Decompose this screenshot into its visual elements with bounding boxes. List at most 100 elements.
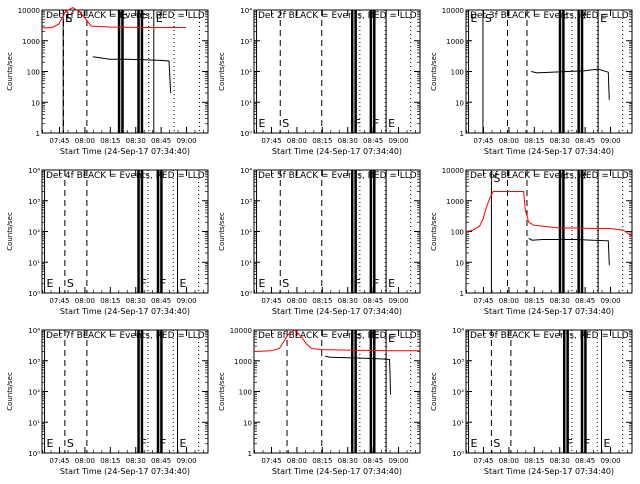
y-tick-label: 10¹ <box>452 419 464 427</box>
x-axis-label: Start Time (24-Sep-17 07:34:40) <box>272 467 402 476</box>
y-tick-label: 10¹ <box>28 259 40 267</box>
y-tick-label: 10¹ <box>240 99 252 107</box>
panel-title: Det 8f BLACK = Events, RED = LLD <box>258 331 417 341</box>
x-tick-label: 08:30 <box>550 297 570 305</box>
x-tick-label: 08:15 <box>312 457 332 465</box>
y-axis-label: Counts/sec <box>430 52 438 91</box>
marker-label: E <box>47 437 54 450</box>
x-tick-label: 08:45 <box>151 457 171 465</box>
y-tick-label: 10² <box>240 229 252 237</box>
marker-label: F <box>141 437 147 450</box>
lld-series-line <box>41 7 186 29</box>
x-tick-label: 09:00 <box>600 457 620 465</box>
y-tick-label: 10⁴ <box>240 7 252 15</box>
x-tick-label: 09:00 <box>176 137 196 145</box>
events-series-line <box>531 68 610 100</box>
marker-label: F <box>581 12 587 25</box>
marker-label: E <box>600 12 607 25</box>
marker-label: E <box>388 332 395 345</box>
y-tick-label: 10 <box>31 99 40 107</box>
y-tick-label: 100 <box>451 229 464 237</box>
marker-label: S <box>493 172 500 185</box>
panel-title: Det 4f BLACK = Events, RED = LLD <box>46 171 205 181</box>
marker-label: E <box>388 277 395 290</box>
y-axis-label: Counts/sec <box>218 212 226 251</box>
x-tick-label: 08:45 <box>575 297 595 305</box>
x-tick-label: 08:00 <box>499 457 519 465</box>
y-axis-label: Counts/sec <box>218 372 226 411</box>
marker-label: E <box>604 437 611 450</box>
panel-det-9: Det 9f BLACK = Events, RED = LLD 10⁰ 10¹ 10… <box>430 327 633 476</box>
y-tick-label: 1000 <box>234 358 252 366</box>
y-tick-label: 10⁰ <box>28 290 40 298</box>
y-tick-label: 10³ <box>240 198 252 206</box>
marker-label: S <box>485 12 492 25</box>
x-tick-label: 07:45 <box>473 297 493 305</box>
events-series-line <box>325 355 391 395</box>
y-axis-label: Counts/sec <box>218 52 226 91</box>
x-tick-label: 09:00 <box>600 137 620 145</box>
marker-label: F <box>373 277 379 290</box>
y-tick-label: 10 <box>455 99 464 107</box>
y-tick-label: 10000 <box>230 327 252 335</box>
x-tick-label: 09:00 <box>176 457 196 465</box>
x-tick-label: 08:00 <box>287 457 307 465</box>
y-tick-label: 10000 <box>18 7 40 15</box>
lld-series-line <box>465 191 633 237</box>
y-tick-label: 10⁴ <box>28 167 40 175</box>
y-tick-label: 10² <box>452 389 464 397</box>
x-tick-label: 08:15 <box>100 457 120 465</box>
panel-title: Det 1f BLACK = Events, RED = LLD <box>46 11 205 21</box>
y-tick-label: 10³ <box>240 38 252 46</box>
x-tick-label: 08:00 <box>499 297 519 305</box>
x-tick-label: 09:00 <box>600 297 620 305</box>
y-tick-label: 10⁰ <box>452 450 464 458</box>
y-tick-label: 10 <box>455 259 464 267</box>
y-tick-label: 10³ <box>28 198 40 206</box>
y-tick-label: 10000 <box>442 167 464 175</box>
x-tick-label: 07:45 <box>473 457 493 465</box>
panel-title: Det 2f BLACK = Events, RED = LLD <box>258 11 417 21</box>
x-tick-label: 08:00 <box>75 137 95 145</box>
x-tick-label: 08:30 <box>550 137 570 145</box>
x-tick-label: 07:45 <box>261 297 281 305</box>
marker-label: F <box>373 332 379 345</box>
marker-label: F <box>354 277 360 290</box>
marker-label: F <box>562 12 568 25</box>
panel-title: Det 9f BLACK = Events, RED = LLD <box>470 331 629 341</box>
panel-det-6: Det 6f BLACK = Events, RED = LLD 1 10 100 10… <box>430 167 633 316</box>
marker-label: F <box>121 12 127 25</box>
x-axis-label: Start Time (24-Sep-17 07:34:40) <box>60 467 190 476</box>
x-tick-label: 07:45 <box>49 297 69 305</box>
y-tick-label: 100 <box>27 69 40 77</box>
x-tick-label: 08:45 <box>363 457 383 465</box>
panel-det-5: Det 5f BLACK = Events, RED = LLD 10⁰ 10¹ 10… <box>218 167 421 316</box>
panel-det-4: Det 4f BLACK = Events, RED = LLD 10⁰ 10¹ 10… <box>6 167 209 316</box>
y-tick-label: 10⁴ <box>452 327 464 335</box>
x-tick-label: 08:00 <box>75 297 95 305</box>
marker-label: F <box>373 117 379 130</box>
panel-det-2: Det 2f BLACK = Events, RED = LLD 10⁰ 10¹ 10… <box>218 7 421 156</box>
x-tick-label: 09:00 <box>388 457 408 465</box>
y-tick-label: 1000 <box>22 38 40 46</box>
y-tick-label: 1000 <box>446 198 464 206</box>
panel-det-8: Det 8f BLACK = Events, RED = LLD 1 10 100 10… <box>218 327 421 476</box>
panel-title: Det 3f BLACK = Events, RED = LLD <box>470 11 629 21</box>
y-axis-label: Counts/sec <box>6 372 14 411</box>
x-tick-label: 08:00 <box>287 297 307 305</box>
x-tick-label: 07:45 <box>473 137 493 145</box>
marker-label: F <box>141 277 147 290</box>
x-tick-label: 09:00 <box>176 297 196 305</box>
y-axis-label: Counts/sec <box>430 372 438 411</box>
marker-label: F <box>354 332 360 345</box>
x-tick-label: 08:15 <box>100 137 120 145</box>
y-tick-label: 10¹ <box>28 419 40 427</box>
y-tick-label: 10⁰ <box>240 130 252 138</box>
x-axis-label: Start Time (24-Sep-17 07:34:40) <box>484 307 614 316</box>
x-tick-label: 08:45 <box>575 457 595 465</box>
marker-label: E <box>180 437 187 450</box>
marker-label: F <box>354 117 360 130</box>
x-tick-label: 08:30 <box>338 297 358 305</box>
